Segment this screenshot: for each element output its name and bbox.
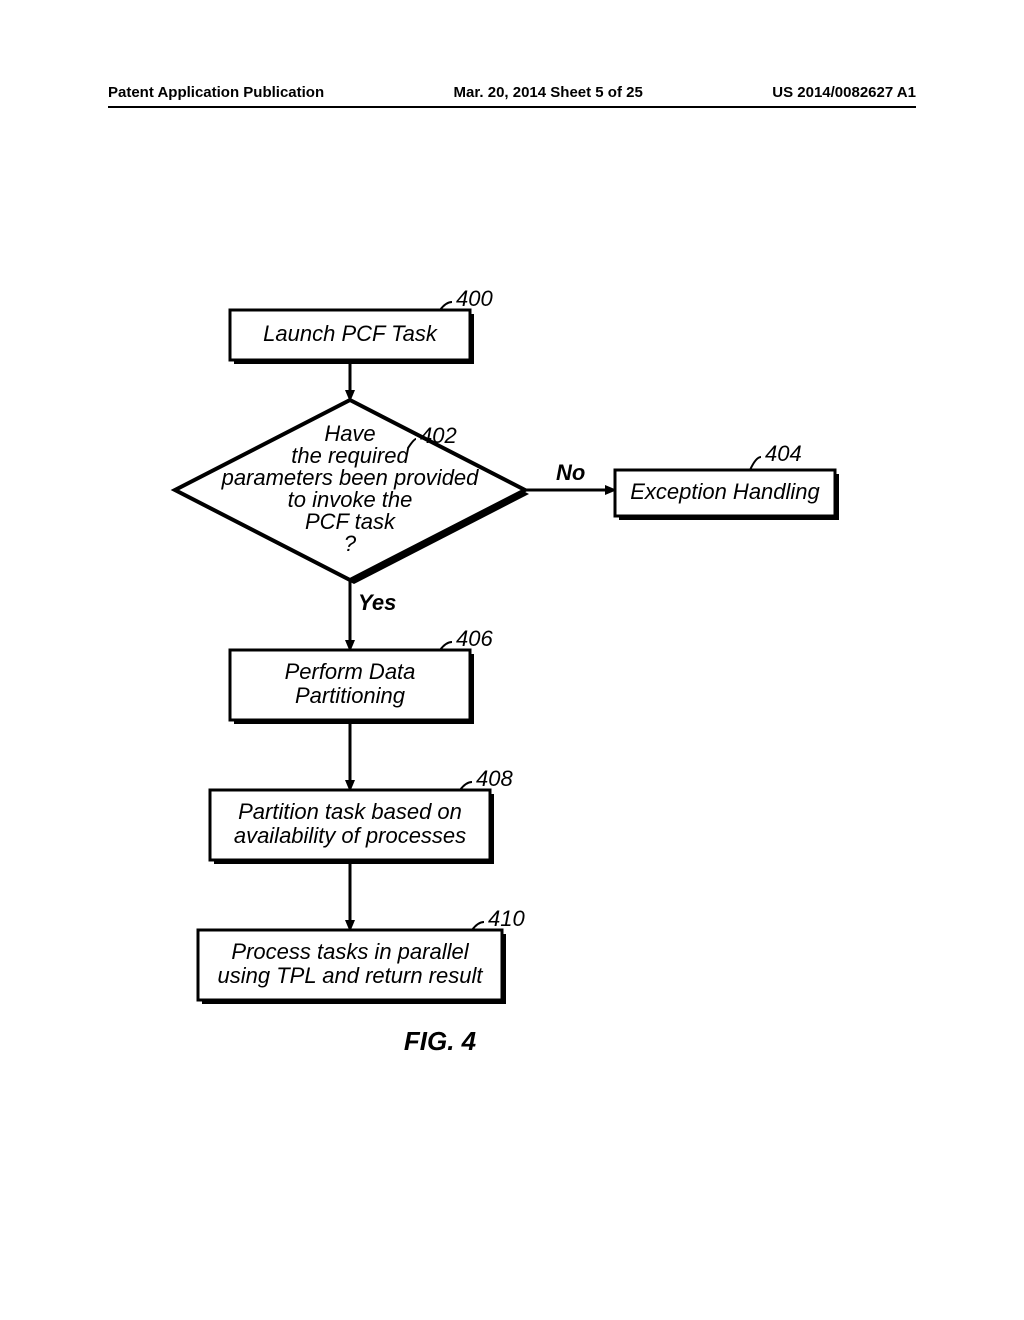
- header-center: Mar. 20, 2014 Sheet 5 of 25: [454, 84, 643, 101]
- edge-label: Yes: [358, 590, 396, 615]
- node-text: Partitioning: [295, 683, 406, 708]
- ref-410: 410: [488, 906, 525, 931]
- flowchart: No Yes Launch PCF Task 400 Havethe required…: [0, 0, 1024, 1320]
- ref-408: 408: [476, 766, 513, 791]
- edge: No: [525, 460, 615, 490]
- node-text: Process tasks in parallel: [231, 939, 469, 964]
- node-404: Exception Handling 404: [615, 441, 839, 520]
- node-text: using TPL and return result: [218, 963, 484, 988]
- figure-caption: FIG. 4: [404, 1026, 477, 1056]
- ref-400: 400: [456, 286, 493, 311]
- ref-406: 406: [456, 626, 493, 651]
- node-text: Partition task based on: [238, 799, 462, 824]
- node-text: ?: [344, 531, 357, 556]
- node-400: Launch PCF Task 400: [230, 286, 493, 364]
- node-406: Perform DataPartitioning 406: [230, 626, 493, 724]
- page: Patent Application Publication Mar. 20, …: [0, 0, 1024, 1320]
- node-408: Partition task based onavailability of p…: [210, 766, 513, 864]
- edge: Yes: [350, 580, 396, 650]
- node-text: availability of processes: [234, 823, 466, 848]
- header-right: US 2014/0082627 A1: [772, 84, 916, 101]
- header-left: Patent Application Publication: [108, 84, 324, 101]
- page-header: Patent Application Publication Mar. 20, …: [108, 84, 916, 101]
- ref-402: 402: [420, 423, 457, 448]
- node-text: Perform Data: [285, 659, 416, 684]
- node-text: Exception Handling: [630, 479, 820, 504]
- edge-label: No: [556, 460, 585, 485]
- ref-404: 404: [765, 441, 802, 466]
- node-text: Launch PCF Task: [263, 321, 438, 346]
- node-402: Havethe requiredparameters been provided…: [175, 400, 529, 584]
- node-410: Process tasks in parallelusing TPL and r…: [198, 906, 525, 1004]
- header-rule: [108, 106, 916, 108]
